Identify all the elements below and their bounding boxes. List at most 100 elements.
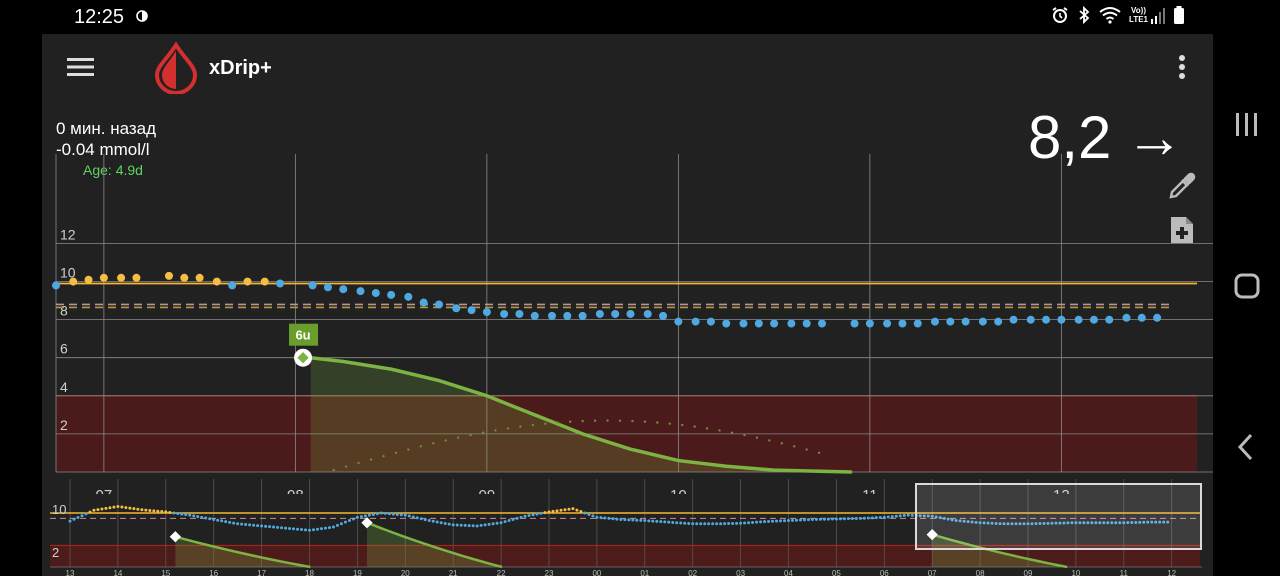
glucose-reading-dot bbox=[482, 308, 491, 317]
preview-glucose-dot bbox=[974, 520, 978, 524]
iob-trail-dot bbox=[730, 431, 734, 434]
preview-glucose-dot bbox=[383, 511, 387, 515]
x-tick-label: 11 bbox=[862, 487, 878, 494]
preview-glucose-dot bbox=[587, 512, 591, 516]
preview-glucose-dot bbox=[627, 518, 631, 522]
preview-glucose-dot bbox=[946, 517, 950, 521]
preview-insulin-curve bbox=[175, 535, 311, 569]
glucose-reading-dot bbox=[371, 289, 380, 298]
iob-trail-dot bbox=[656, 421, 659, 424]
glucose-reading-dot bbox=[1026, 315, 1035, 324]
preview-glucose-dot bbox=[826, 517, 830, 521]
preview-y-tick-label: 2 bbox=[52, 545, 59, 560]
preview-glucose-dot bbox=[148, 508, 152, 512]
preview-glucose-dot bbox=[180, 512, 184, 516]
wifi-icon bbox=[1099, 7, 1121, 24]
preview-glucose-dot bbox=[1146, 520, 1150, 524]
preview-glucose-dot bbox=[264, 524, 268, 528]
preview-glucose-dot bbox=[244, 523, 248, 527]
glucose-reading-dot bbox=[883, 319, 892, 328]
note-add-icon[interactable] bbox=[1166, 214, 1198, 246]
preview-glucose-dot bbox=[790, 518, 794, 522]
preview-glucose-dot bbox=[379, 511, 383, 515]
preview-glucose-dot bbox=[371, 512, 375, 516]
x-tick-label: 09 bbox=[479, 487, 496, 494]
preview-glucose-dot bbox=[487, 522, 491, 526]
preview-y-tick-label: 10 bbox=[52, 502, 66, 517]
preview-glucose-dot bbox=[192, 514, 196, 518]
glucose-reading-dot bbox=[243, 277, 252, 286]
back-icon[interactable] bbox=[1229, 429, 1265, 465]
hamburger-menu-icon[interactable] bbox=[64, 54, 98, 80]
recents-icon[interactable] bbox=[1229, 107, 1265, 143]
preview-glucose-dot bbox=[583, 511, 587, 515]
preview-glucose-dot bbox=[339, 522, 343, 526]
preview-glucose-dot bbox=[1034, 522, 1038, 526]
preview-insulin-curve bbox=[931, 533, 1068, 569]
preview-x-tick-label: 00 bbox=[592, 569, 601, 576]
preview-glucose-dot bbox=[1090, 521, 1094, 525]
glucose-reading-dot bbox=[228, 281, 237, 290]
preview-x-tick-label: 21 bbox=[449, 569, 458, 576]
status-time: 12:25 bbox=[74, 6, 125, 28]
preview-glucose-dot bbox=[1018, 522, 1022, 526]
more-vert-icon[interactable] bbox=[1170, 52, 1194, 82]
preview-glucose-dot bbox=[1122, 521, 1126, 525]
glucose-reading-dot bbox=[1137, 313, 1146, 322]
preview-chart[interactable]: 13 14 15 16 17 18 19 20 21 22 23 00 01 02 03 04 05 06 07 08… bbox=[42, 479, 1213, 576]
preview-glucose-dot bbox=[315, 527, 319, 531]
preview-glucose-dot bbox=[866, 516, 870, 520]
glucose-reading-dot bbox=[1089, 315, 1098, 324]
preview-glucose-dot bbox=[639, 518, 643, 522]
preview-glucose-dot bbox=[739, 521, 743, 525]
iob-trail-dot bbox=[456, 436, 460, 439]
glucose-reading-dot bbox=[1074, 315, 1083, 324]
glucose-chart[interactable]: 12 10 8 6 4 2 07 08 09 10 11 12 6u bbox=[42, 154, 1213, 494]
preview-glucose-dot bbox=[775, 519, 779, 523]
preview-glucose-dot bbox=[663, 520, 667, 524]
preview-glucose-dot bbox=[455, 523, 459, 527]
network-label-bottom: LTE1 bbox=[1129, 15, 1148, 24]
preview-x-tick-label: 03 bbox=[736, 569, 745, 576]
preview-glucose-dot bbox=[779, 519, 783, 523]
glucose-reading-dot bbox=[898, 319, 907, 328]
y-tick-label: 4 bbox=[60, 379, 68, 395]
iob-trail-dot bbox=[407, 448, 410, 451]
preview-glucose-dot bbox=[495, 521, 499, 525]
glucose-reading-dot bbox=[1042, 315, 1051, 324]
preview-glucose-dot bbox=[735, 521, 739, 525]
preview-glucose-dot bbox=[643, 519, 647, 523]
glucose-reading-dot bbox=[164, 271, 173, 280]
iob-trail-dot bbox=[718, 429, 721, 432]
glucose-reading-dot bbox=[722, 319, 731, 328]
preview-glucose-dot bbox=[902, 514, 906, 518]
glucose-reading-dot bbox=[563, 311, 572, 320]
preview-glucose-dot bbox=[1030, 522, 1034, 526]
iob-trail-dot bbox=[755, 436, 759, 439]
preview-glucose-dot bbox=[571, 507, 575, 511]
preview-glucose-dot bbox=[80, 514, 84, 518]
app-title: xDrip+ bbox=[209, 57, 272, 79]
preview-glucose-dot bbox=[675, 521, 679, 525]
status-bar: 12:25 Vo)) LTE1 bbox=[0, 0, 1213, 34]
preview-x-tick-label: 19 bbox=[353, 569, 362, 576]
glucose-reading-dot bbox=[323, 283, 332, 292]
glucose-reading-dot bbox=[595, 309, 604, 318]
glucose-reading-dot bbox=[754, 319, 763, 328]
preview-glucose-dot bbox=[296, 527, 300, 531]
preview-glucose-dot bbox=[284, 526, 288, 530]
iob-trail-dot bbox=[780, 442, 783, 445]
preview-glucose-dot bbox=[719, 522, 723, 526]
iob-trail-dot bbox=[544, 422, 547, 425]
preview-glucose-dot bbox=[343, 520, 347, 524]
glucose-reading-dot bbox=[52, 281, 60, 290]
preview-glucose-dot bbox=[787, 519, 790, 523]
preview-glucose-dot bbox=[890, 515, 894, 519]
eyedropper-icon[interactable] bbox=[1166, 170, 1198, 202]
preview-glucose-dot bbox=[603, 516, 607, 520]
preview-glucose-dot bbox=[635, 518, 639, 522]
preview-glucose-dot bbox=[1162, 520, 1166, 524]
home-icon[interactable] bbox=[1229, 268, 1265, 304]
preview-glucose-dot bbox=[551, 509, 555, 513]
iob-trail-dot bbox=[444, 439, 447, 442]
